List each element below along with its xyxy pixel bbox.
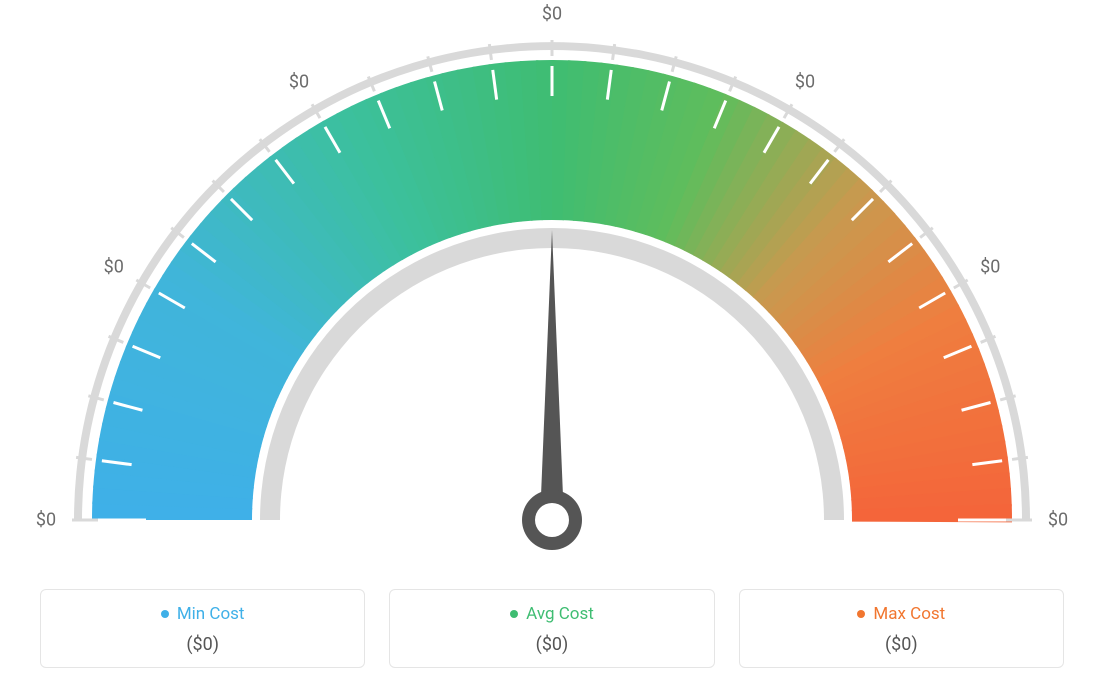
gauge-svg [0, 0, 1104, 560]
legend-dot-min [161, 610, 169, 618]
gauge-tick-label: $0 [36, 510, 56, 531]
legend-label-avg: Avg Cost [526, 604, 594, 624]
gauge-tick-label: $0 [980, 257, 1000, 278]
legend-label-row-min: Min Cost [51, 604, 354, 624]
legend-card-avg: Avg Cost ($0) [389, 589, 714, 668]
legend-value-avg: ($0) [400, 634, 703, 655]
gauge-tick-label: $0 [289, 71, 309, 92]
legend-card-max: Max Cost ($0) [739, 589, 1064, 668]
legend-label-row-max: Max Cost [750, 604, 1053, 624]
legend-value-max: ($0) [750, 634, 1053, 655]
legend-row: Min Cost ($0) Avg Cost ($0) Max Cost ($0… [40, 589, 1064, 668]
gauge-tick-label: $0 [1048, 510, 1068, 531]
legend-label-row-avg: Avg Cost [400, 604, 703, 624]
gauge-tick-label: $0 [104, 257, 124, 278]
gauge-area: $0 $0 $0 $0 $0 $0 $0 [0, 0, 1104, 560]
legend-card-min: Min Cost ($0) [40, 589, 365, 668]
legend-label-min: Min Cost [177, 604, 245, 624]
gauge-tick-label: $0 [795, 71, 815, 92]
legend-dot-max [857, 610, 865, 618]
gauge-tick-label: $0 [542, 4, 562, 25]
legend-label-max: Max Cost [873, 604, 945, 624]
gauge-chart-container: $0 $0 $0 $0 $0 $0 $0 Min Cost ($0) Avg Cost ($… [0, 0, 1104, 690]
legend-value-min: ($0) [51, 634, 354, 655]
legend-dot-avg [510, 610, 518, 618]
